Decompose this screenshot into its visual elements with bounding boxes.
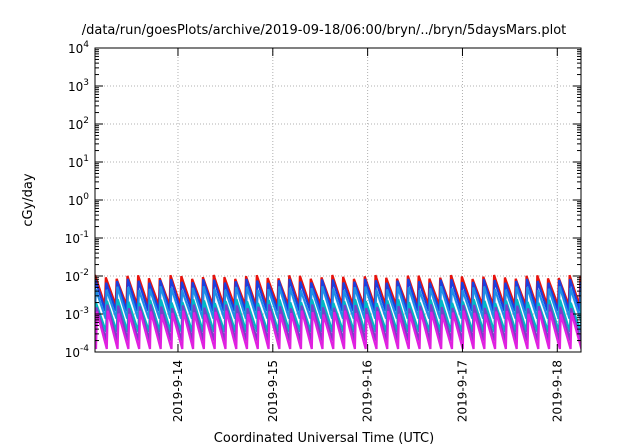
- y-tick-label: 101: [68, 154, 89, 170]
- y-axis-title: cGy/day: [21, 173, 36, 227]
- series-line: [95, 310, 581, 350]
- x-tick-label: 2019-9-14: [171, 360, 185, 422]
- chart-title: /data/run/goesPlots/archive/2019-09-18/0…: [82, 23, 567, 38]
- x-axis: 2019-9-14 2019-9-15 2019-9-16 2019-9-17 2019…: [171, 48, 564, 422]
- y-tick-label: 10-3: [65, 306, 89, 322]
- y-tick-label: 102: [68, 116, 89, 132]
- y-tick-label: 10-2: [65, 268, 89, 284]
- y-tick-label: 104: [68, 40, 89, 56]
- series-layer: [95, 274, 581, 350]
- x-tick-label: 2019-9-17: [455, 360, 469, 422]
- y-tick-label: 103: [68, 78, 89, 94]
- y-tick-label: 10-1: [65, 230, 89, 246]
- x-axis-title: Coordinated Universal Time (UTC): [214, 431, 434, 446]
- x-tick-label: 2019-9-18: [550, 360, 564, 422]
- y-tick-label: 100: [68, 192, 89, 208]
- x-tick-label: 2019-9-16: [361, 360, 375, 422]
- grid: [95, 48, 581, 352]
- y-tick-label: 10-4: [65, 344, 90, 360]
- y-axis: 10-4 10-3 10-2 10-1 100 101 102 103 104: [65, 40, 581, 360]
- x-tick-label: 2019-9-15: [266, 360, 280, 422]
